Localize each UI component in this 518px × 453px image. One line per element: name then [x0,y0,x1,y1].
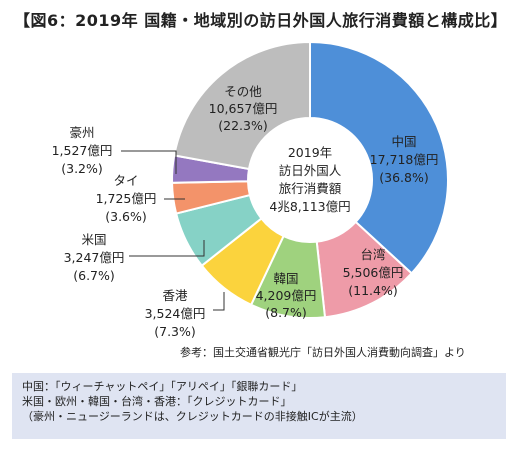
label-china-name: 中国 [391,134,416,149]
payment-notes-box: 中国：「ウィーチャットペイ」「アリペイ」「銀聯カード」 米国・欧州・韓国・台湾・… [12,373,506,439]
label-other-percent: (22.3%) [218,118,267,133]
slice-other [173,40,311,171]
label-usa-percent: (6.7%) [73,268,115,283]
note-line-1: 中国：「ウィーチャットペイ」「アリペイ」「銀聯カード」 [22,380,303,393]
label-usa-value: 3,247億円 [64,250,125,265]
source-note: 参考：国土交通省観光庁「訪日外国人消費動向調査」より [180,346,466,359]
label-china-percent: (36.8%) [379,170,428,185]
chart-title: 【図6：2019年 国籍・地域別の訪日外国人旅行消費額と構成比】 [14,11,508,30]
label-other-value: 10,657億円 [209,101,278,116]
label-australia-percent: (3.2%) [61,161,103,176]
slice-china [309,40,449,275]
slices-group [171,40,449,319]
center-line-4: 4兆8,113億円 [269,199,350,214]
label-thailand-name: タイ [113,173,138,188]
label-taiwan-percent: (11.4%) [348,283,397,298]
leader-usa [129,240,205,257]
label-australia-name: 豪州 [69,125,94,140]
leader-hongkong [213,292,225,311]
label-other-name: その他 [224,84,262,99]
label-thailand-percent: (3.6%) [105,209,147,224]
leader-australia [121,150,177,174]
label-hongkong-name: 香港 [162,288,188,303]
label-taiwan-value: 5,506億円 [343,265,404,280]
leader-lines-group [121,150,225,311]
label-hongkong-percent: (7.3%) [154,324,196,339]
label-hongkong-value: 3,524億円 [145,306,206,321]
center-line-1: 2019年 [288,145,332,160]
label-taiwan-name: 台湾 [360,247,385,262]
label-usa-name: 米国 [81,232,106,247]
center-line-2: 訪日外国人 [279,163,342,178]
label-korea-name: 韓国 [273,271,298,286]
note-line-3: （豪州・ニュージーランドは、クレジットカードの非接触ICが主流） [22,410,363,423]
label-korea-percent: (8.7%) [265,305,307,320]
label-korea-value: 4,209億円 [256,288,317,303]
label-australia-value: 1,527億円 [52,143,113,158]
label-thailand-value: 1,725億円 [96,191,157,206]
label-china-value: 17,718億円 [370,152,439,167]
center-line-3: 旅行消費額 [279,181,342,196]
note-line-2: 米国・欧州・韓国・台湾・香港：「クレジットカード」 [22,395,292,408]
